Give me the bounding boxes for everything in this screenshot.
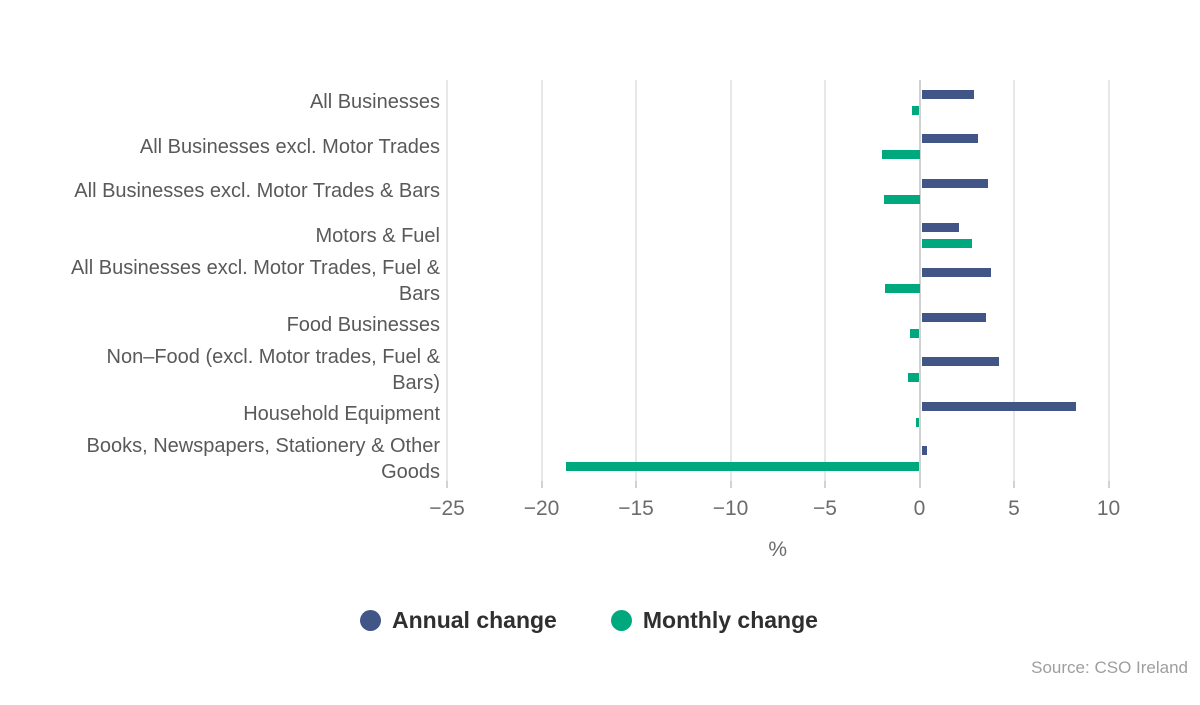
category-label: Books, Newspapers, Stationery & Other Go… (86, 434, 441, 483)
x-tick-label: −5 (813, 497, 837, 520)
x-tick-label: −20 (523, 497, 560, 520)
gridline (446, 80, 448, 481)
monthly-change-bar (910, 329, 920, 338)
axis-tickmark (635, 481, 637, 488)
legend-label: Annual change (392, 607, 557, 633)
x-axis-title: % (768, 538, 788, 561)
gridline (1107, 80, 1110, 481)
axis-tickmark (729, 481, 732, 488)
monthly-change-bar (921, 239, 973, 248)
annual-change-bar (921, 134, 979, 143)
x-tick-label: −25 (429, 497, 465, 520)
category-label: Motors & Fuel (315, 224, 440, 247)
monthly-change-bar (911, 106, 920, 115)
category-label: Household Equipment (243, 403, 440, 426)
annual-change-bar (921, 313, 986, 322)
gridline (540, 80, 543, 481)
category-label: Non–Food (excl. Motor trades, Fuel & Bar… (106, 345, 440, 394)
annual-change-bar (921, 402, 1077, 411)
x-tick-label: −10 (712, 497, 749, 520)
axis-tickmark (540, 481, 543, 488)
x-tick-label: 0 (913, 497, 926, 520)
annual-change-bar (921, 223, 960, 232)
axis-tickmark (824, 481, 826, 488)
monthly-change-bar (566, 462, 920, 471)
monthly-change-bar (908, 373, 920, 382)
annual-change-bar (921, 446, 928, 455)
gridline (824, 80, 826, 481)
legend-item-monthly-change[interactable]: Monthly change (610, 607, 818, 634)
axis-tickmark (1107, 481, 1110, 488)
x-tick-label: −15 (618, 497, 654, 520)
monthly-change-bar (915, 418, 920, 427)
annual-change-bar (921, 268, 992, 277)
legend-item-annual-change[interactable]: Annual change (360, 607, 557, 634)
gridline (1013, 80, 1015, 481)
category-label: All Businesses (309, 91, 440, 114)
category-label: All Businesses excl. Motor Trades, Fuel … (70, 256, 440, 305)
axis-tickmark (918, 481, 921, 488)
annual-change-bar (921, 90, 975, 99)
gridline (729, 80, 732, 481)
category-label: Food Businesses (286, 314, 440, 337)
source-text: Source: CSO Ireland (1031, 658, 1188, 677)
monthly-change-bar (885, 284, 920, 293)
category-label: All Businesses excl. Motor Trades (139, 135, 440, 158)
annual-change-bar (921, 179, 988, 188)
monthly-change-bar (883, 195, 920, 204)
gridline (635, 80, 637, 481)
category-label: All Businesses excl. Motor Trades & Bars (74, 180, 440, 203)
axis-tickmark (446, 481, 448, 488)
annual-change-bar (921, 357, 999, 366)
monthly-change-bar (881, 150, 920, 159)
legend-marker-icon (360, 610, 381, 631)
axis-tickmark (1013, 481, 1015, 488)
zero-gridline (918, 80, 921, 481)
legend-marker-icon (610, 610, 632, 631)
x-tick-label: 10 (1096, 497, 1121, 520)
legend-label: Monthly change (642, 607, 818, 633)
legend: Annual change Monthly change (360, 607, 818, 634)
x-tick-label: 5 (1008, 497, 1020, 520)
